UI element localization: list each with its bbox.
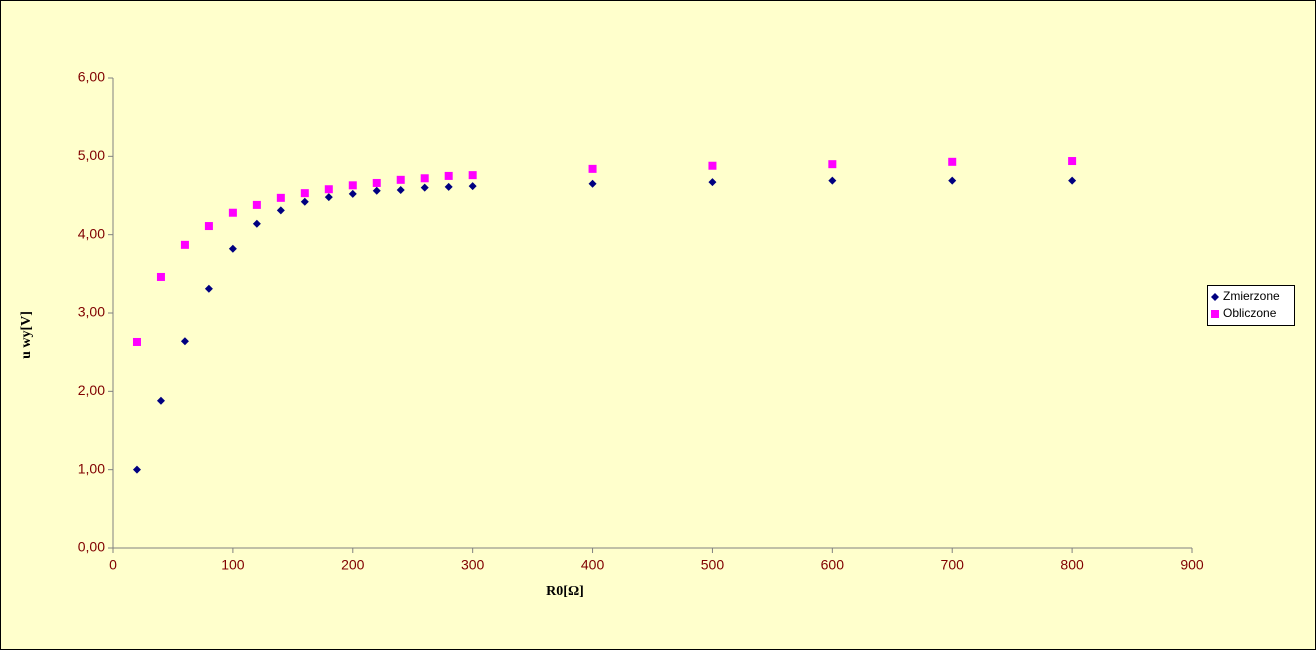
square-point: [324, 185, 333, 194]
diamond-point: [948, 176, 957, 185]
diamond-point: [276, 206, 285, 215]
diamond-point: [588, 179, 597, 188]
diamond-point: [420, 183, 429, 192]
x-tick-label: 200: [341, 557, 365, 573]
diamond-point: [324, 193, 333, 202]
diamond-point: [300, 197, 309, 206]
diamond-point: [204, 284, 213, 293]
square-point: [948, 157, 957, 166]
y-tick-label: 3,00: [78, 304, 105, 320]
diamond-point: [132, 465, 141, 474]
square-point: [372, 178, 381, 187]
x-tick-label: 300: [461, 557, 485, 573]
square-point: [276, 193, 285, 202]
diamond-point: [372, 186, 381, 195]
y-tick-label: 0,00: [78, 539, 105, 555]
y-tick-label: 1,00: [78, 460, 105, 476]
square-point: [468, 171, 477, 180]
square-point: [348, 181, 357, 190]
square-point: [444, 171, 453, 180]
x-axis-label: R0[Ω]: [546, 584, 584, 599]
square-point: [1068, 157, 1077, 166]
y-tick-label: 4,00: [78, 225, 105, 241]
diamond-point: [1068, 176, 1077, 185]
x-tick-label: 900: [1180, 557, 1204, 573]
square-point: [156, 272, 165, 281]
diamond-point: [252, 219, 261, 228]
square-point: [420, 174, 429, 183]
square-point: [228, 208, 237, 217]
y-tick-label: 6,00: [78, 69, 105, 85]
y-axis-label: u wy[V]: [19, 311, 34, 359]
legend-label: Zmierzone: [1223, 289, 1280, 303]
x-tick-label: 500: [701, 557, 725, 573]
legend-box: [1207, 285, 1295, 326]
square-point: [132, 337, 141, 346]
diamond-point: [828, 176, 837, 185]
square-point: [588, 164, 597, 173]
x-tick-label: 800: [1060, 557, 1084, 573]
square-point: [204, 222, 213, 231]
square-point: [300, 189, 309, 198]
diamond-point: [468, 182, 477, 191]
x-tick-label: 100: [221, 557, 245, 573]
diamond-point: [180, 337, 189, 346]
x-tick-label: 600: [821, 557, 845, 573]
diamond-point: [348, 189, 357, 198]
diamond-point: [444, 182, 453, 191]
x-tick-label: 400: [581, 557, 605, 573]
square-point: [180, 240, 189, 249]
square-point: [252, 200, 261, 209]
square-point: [828, 160, 837, 169]
x-tick-label: 700: [941, 557, 965, 573]
square-point: [1211, 310, 1219, 318]
diamond-point: [1211, 293, 1219, 301]
x-tick-label: 0: [109, 557, 117, 573]
diamond-point: [156, 396, 165, 405]
y-tick-label: 5,00: [78, 147, 105, 163]
diamond-point: [228, 244, 237, 253]
square-point: [396, 175, 405, 184]
legend-label: Obliczone: [1223, 306, 1277, 320]
diamond-point: [396, 186, 405, 195]
y-tick-label: 2,00: [78, 382, 105, 398]
square-point: [708, 161, 717, 170]
diamond-point: [708, 178, 717, 187]
